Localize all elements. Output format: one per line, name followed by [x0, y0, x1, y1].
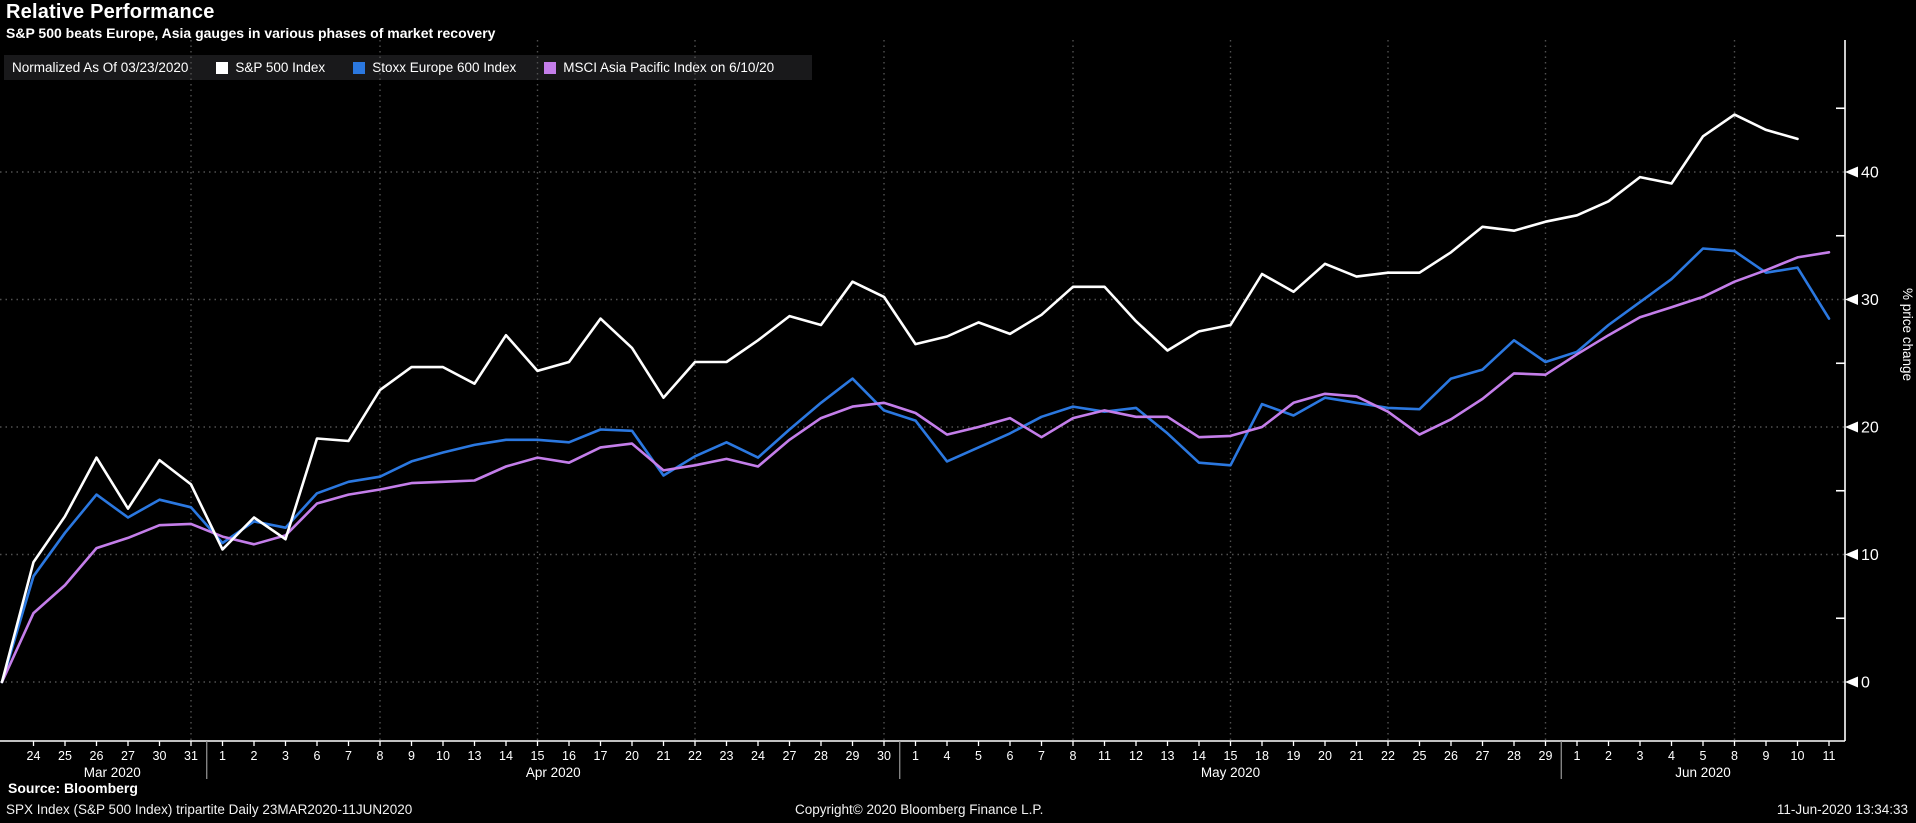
x-tick-label: 8 [377, 749, 384, 763]
month-label: Jun 2020 [1675, 765, 1731, 780]
chart-legend: Normalized As Of 03/23/2020 S&P 500 Inde… [4, 55, 812, 80]
legend-item-1[interactable]: Stoxx Europe 600 Index [353, 60, 516, 75]
y-tick-arrow-icon [1845, 676, 1858, 688]
x-tick-label: 2 [1605, 749, 1612, 763]
x-tick-label: 25 [58, 749, 72, 763]
y-tick-arrow-icon [1845, 421, 1858, 433]
x-tick-label: 28 [1507, 749, 1521, 763]
x-tick-label: 4 [944, 749, 951, 763]
x-tick-label: 2 [251, 749, 258, 763]
x-tick-label: 3 [1637, 749, 1644, 763]
x-tick-label: 8 [1731, 749, 1738, 763]
x-tick-label: 4 [1668, 749, 1675, 763]
legend-swatch-icon [544, 61, 557, 74]
x-tick-label: 19 [1287, 749, 1301, 763]
x-tick-label: 27 [783, 749, 797, 763]
x-tick-label: 7 [1038, 749, 1045, 763]
y-tick-arrow-icon [1845, 166, 1858, 178]
x-tick-label: 15 [1224, 749, 1238, 763]
x-tick-label: 25 [1413, 749, 1427, 763]
series-line-0 [0, 113, 1799, 684]
x-tick-label: 29 [846, 749, 860, 763]
month-label: Mar 2020 [84, 765, 141, 780]
footer-copyright: Copyright© 2020 Bloomberg Finance L.P. [795, 802, 1044, 817]
x-tick-label: 30 [153, 749, 167, 763]
footer-ticker-info: SPX Index (S&P 500 Index) tripartite Dai… [6, 802, 413, 817]
x-tick-label: 24 [27, 749, 41, 763]
x-tick-label: 20 [625, 749, 639, 763]
x-tick-label: 31 [184, 749, 198, 763]
x-tick-label: 28 [814, 749, 828, 763]
legend-normalized-note: Normalized As Of 03/23/2020 [12, 60, 189, 75]
y-axis-label: % price change [1900, 288, 1915, 382]
legend-item-label: Stoxx Europe 600 Index [372, 60, 517, 75]
x-tick-label: 13 [468, 749, 482, 763]
x-tick-label: 3 [282, 749, 289, 763]
x-tick-label: 12 [1129, 749, 1143, 763]
y-tick-label: 20 [1861, 420, 1879, 437]
source-note: Source: Bloomberg [8, 780, 138, 796]
x-tick-label: 11 [1098, 749, 1111, 763]
x-tick-label: 29 [1539, 749, 1553, 763]
legend-item-label: S&P 500 Index [235, 60, 326, 75]
legend-item-0[interactable]: S&P 500 Index [216, 60, 325, 75]
x-tick-label: 6 [1007, 749, 1014, 763]
series-line-1 [0, 247, 1831, 684]
x-tick-label: 11 [1823, 749, 1836, 763]
x-tick-label: 16 [562, 749, 576, 763]
legend-swatch-icon [216, 61, 229, 74]
page-title: Relative Performance [6, 1, 215, 23]
x-tick-label: 6 [314, 749, 321, 763]
legend-item-label: MSCI Asia Pacific Index on 6/10/20 [563, 60, 775, 75]
x-tick-label: 17 [594, 749, 608, 763]
x-tick-label: 23 [720, 749, 734, 763]
x-tick-label: 9 [1763, 749, 1770, 763]
month-label: May 2020 [1201, 765, 1260, 780]
x-tick-label: 8 [1070, 749, 1077, 763]
x-tick-label: 14 [499, 749, 513, 763]
x-tick-label: 13 [1161, 749, 1175, 763]
x-tick-label: 1 [219, 749, 226, 763]
y-tick-label: 30 [1861, 292, 1879, 309]
x-tick-label: 9 [408, 749, 415, 763]
x-tick-label: 27 [1476, 749, 1490, 763]
x-tick-label: 24 [751, 749, 765, 763]
footer-timestamp: 11-Jun-2020 13:34:33 [1776, 802, 1908, 817]
legend-item-2[interactable]: MSCI Asia Pacific Index on 6/10/20 [544, 60, 774, 75]
x-tick-label: 21 [657, 749, 671, 763]
y-tick-arrow-icon [1845, 549, 1858, 560]
x-tick-label: 27 [121, 749, 135, 763]
series-line-2 [0, 251, 1831, 684]
x-tick-label: 10 [436, 749, 450, 763]
x-tick-label: 22 [1381, 749, 1395, 763]
x-tick-label: 7 [345, 749, 352, 763]
x-tick-label: 26 [1444, 749, 1458, 763]
x-tick-label: 14 [1192, 749, 1206, 763]
x-tick-label: 21 [1350, 749, 1364, 763]
x-tick-label: 30 [877, 749, 891, 763]
x-tick-label: 26 [90, 749, 104, 763]
x-tick-label: 22 [688, 749, 702, 763]
x-tick-label: 20 [1318, 749, 1332, 763]
legend-swatch-icon [353, 61, 366, 74]
x-tick-label: 18 [1255, 749, 1269, 763]
y-tick-label: 40 [1861, 165, 1879, 182]
x-tick-label: 1 [912, 749, 919, 763]
x-tick-label: 1 [1574, 749, 1581, 763]
x-tick-label: 10 [1791, 749, 1805, 763]
x-tick-label: 15 [531, 749, 545, 763]
x-tick-label: 5 [1700, 749, 1707, 763]
x-tick-label: 5 [975, 749, 982, 763]
y-tick-label: 0 [1861, 675, 1870, 692]
y-tick-label: 10 [1861, 547, 1879, 564]
chart-area[interactable]: 0 10 20 30 40 24 25 26 27 30 31 1 2 3 6 7 8 9 10 13 14 15 16 17… [0, 40, 1916, 783]
y-tick-arrow-icon [1845, 294, 1858, 305]
chart-subtitle: S&P 500 beats Europe, Asia gauges in var… [6, 25, 496, 41]
month-label: Apr 2020 [526, 765, 581, 780]
